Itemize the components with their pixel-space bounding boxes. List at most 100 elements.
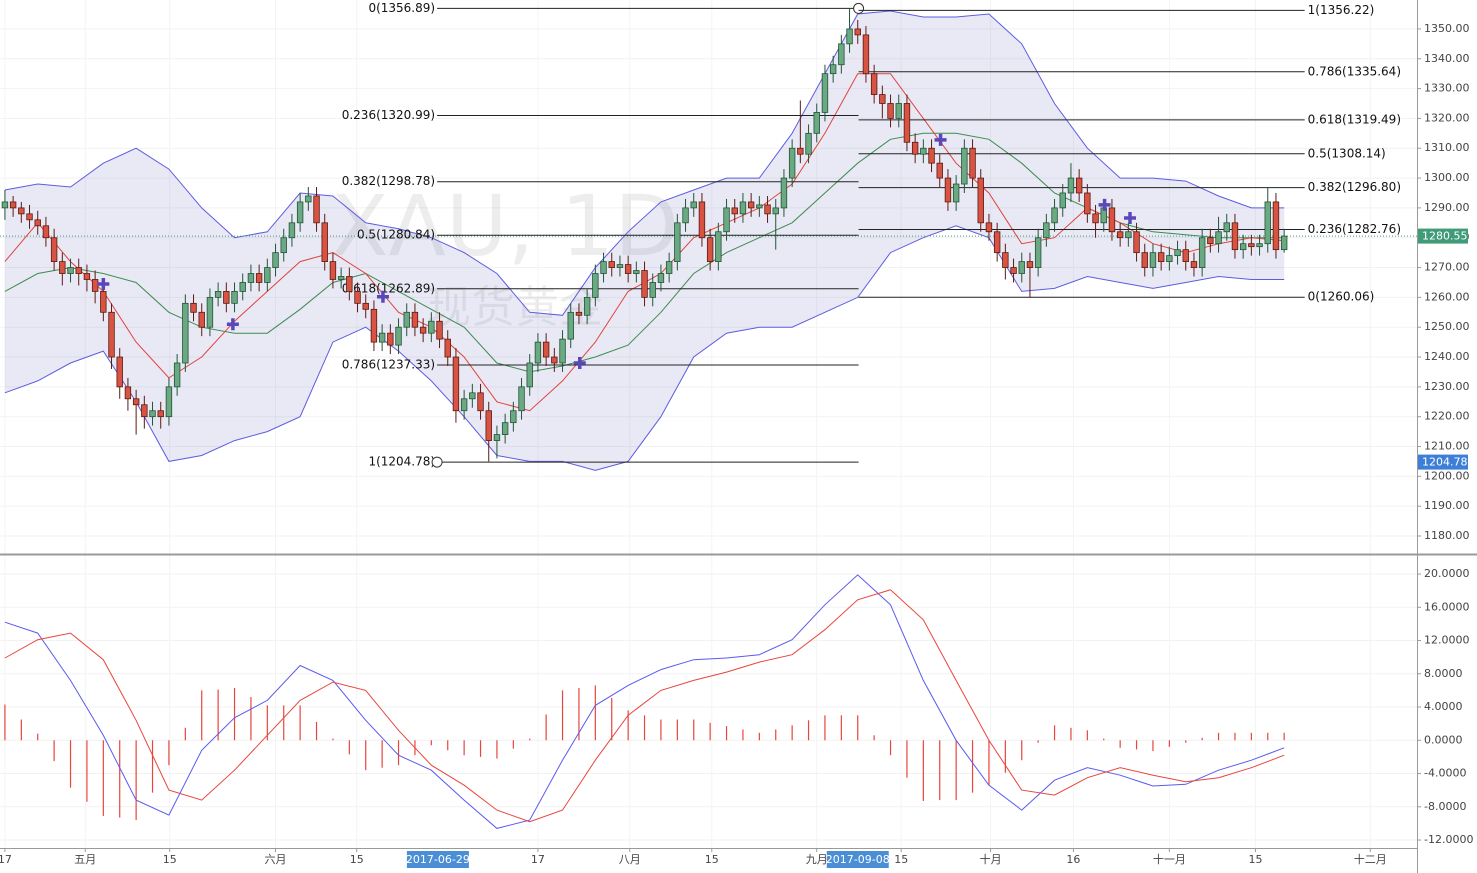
- candle-body: [665, 261, 673, 274]
- candle-body: [173, 362, 181, 388]
- candle-body: [231, 291, 238, 304]
- candle-body: [255, 273, 263, 283]
- candle-body: [706, 237, 714, 262]
- candle-body: [838, 43, 845, 66]
- candle-body: [346, 276, 353, 292]
- candle-body: [985, 222, 993, 233]
- candle-body: [674, 222, 681, 262]
- candle-body: [608, 261, 615, 268]
- price-label-bg: [1418, 454, 1468, 470]
- candle-body: [1174, 249, 1181, 257]
- y-tick-label: -12.0000: [1424, 833, 1473, 846]
- candle-body: [1207, 237, 1214, 245]
- candle-body: [1075, 177, 1083, 194]
- price-label: 1204.78: [1422, 456, 1468, 469]
- fib-label: 0.236(1282.76): [1308, 222, 1401, 236]
- candle-body: [575, 311, 583, 316]
- candle-body: [436, 320, 443, 340]
- candle-body: [862, 34, 870, 75]
- candle-body: [1018, 261, 1025, 274]
- candle-body: [1182, 249, 1189, 262]
- candle-body: [108, 311, 115, 358]
- fib-anchor: [431, 456, 443, 468]
- candle-body: [296, 201, 304, 224]
- candle-body: [1190, 261, 1198, 268]
- candle-body: [829, 64, 837, 75]
- candle-body: [378, 332, 386, 343]
- candle-body: [1215, 231, 1222, 245]
- fib-label: 0.382(1298.78): [342, 174, 435, 188]
- candle-body: [214, 291, 222, 298]
- candle-body: [1248, 243, 1255, 248]
- candle-body: [75, 267, 82, 274]
- price-label: 1280.55: [1422, 230, 1468, 243]
- candle-body: [1026, 261, 1034, 268]
- candle-body: [321, 222, 328, 262]
- candle-body: [542, 341, 550, 358]
- x-tick-label: 17: [531, 853, 545, 866]
- y-tick-label: -4.0000: [1424, 767, 1466, 780]
- candle-body: [419, 326, 427, 334]
- candle-body: [641, 270, 648, 298]
- indicator-line: [4, 10, 1285, 316]
- candle-body: [797, 147, 804, 155]
- candle-body: [239, 282, 246, 292]
- candle-body: [411, 311, 419, 328]
- x-tick-label: 十一月: [1153, 852, 1186, 866]
- x-tick-label: 十月: [980, 852, 1002, 866]
- signal-marker: [376, 290, 389, 303]
- candle-body: [116, 356, 123, 388]
- candle-body: [485, 410, 492, 441]
- candle-body: [879, 94, 886, 104]
- candle-body: [337, 276, 345, 280]
- candle-body: [1125, 231, 1132, 239]
- signal-marker: [934, 133, 947, 146]
- x-tick-label: 17: [0, 853, 12, 866]
- x-tick-label: 15: [1248, 853, 1262, 866]
- y-tick-label: 1250.00: [1424, 320, 1470, 333]
- candle-body: [477, 392, 484, 412]
- candle-body: [1002, 252, 1009, 268]
- candle-body: [387, 332, 394, 346]
- macd-line: [4, 589, 1285, 823]
- candle-body: [592, 273, 599, 298]
- x-tick-label: 15: [350, 853, 364, 866]
- candle-body: [313, 195, 320, 224]
- candle-body: [1272, 201, 1280, 251]
- candle-body: [518, 386, 525, 412]
- candle-body: [190, 302, 197, 313]
- y-tick-label: 1330.00: [1424, 82, 1470, 95]
- fib-label: 0.786(1237.33): [342, 357, 435, 371]
- candle-body: [59, 261, 66, 274]
- y-tick-label: 4.0000: [1424, 700, 1463, 713]
- candle-body: [1239, 243, 1247, 251]
- candle-body: [723, 207, 730, 233]
- x-marker-label: 2017-06-29: [406, 853, 470, 866]
- candle-body: [1010, 267, 1017, 274]
- x-tick-label: 八月: [619, 853, 641, 866]
- candle-body: [1084, 192, 1091, 215]
- indicator-line: [4, 225, 1285, 471]
- x-tick-label: 九月: [806, 853, 828, 866]
- candle-body: [1280, 235, 1288, 251]
- candle-body: [772, 207, 779, 215]
- fib-label: 1(1204.78): [368, 455, 435, 469]
- candle-body: [747, 201, 755, 209]
- candle-body: [132, 398, 140, 406]
- candle-body: [1231, 222, 1239, 251]
- signal-marker: [1123, 212, 1136, 225]
- y-tick-label: 1190.00: [1424, 499, 1470, 512]
- candle-body: [370, 308, 378, 343]
- candle-body: [288, 222, 296, 239]
- candle-body: [961, 147, 968, 185]
- candle-body: [1108, 207, 1116, 233]
- fib-label: 0.5(1308.14): [1308, 146, 1386, 160]
- y-tick-label: 1310.00: [1424, 141, 1470, 154]
- candle-body: [460, 398, 468, 412]
- candle-body: [1, 201, 9, 209]
- candle-body: [846, 28, 853, 45]
- y-tick-label: 1240.00: [1424, 350, 1470, 363]
